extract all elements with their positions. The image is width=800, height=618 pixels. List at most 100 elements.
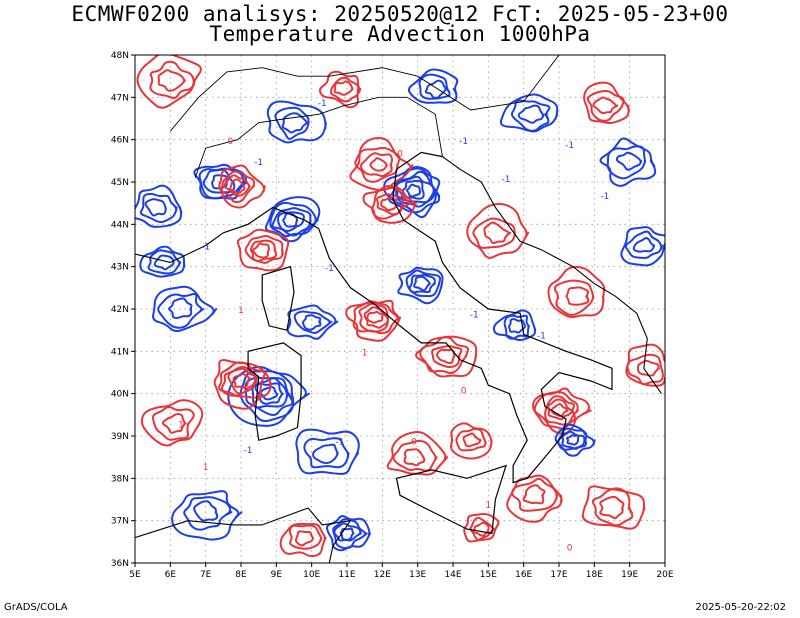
cold-advection-contour (615, 151, 643, 171)
warm-advection-contour (140, 399, 204, 447)
lon-tick-label: 11E (338, 570, 355, 580)
lat-tick-label: 45N (111, 178, 129, 188)
lat-tick-label: 38N (111, 474, 129, 484)
lon-tick-label: 13E (409, 570, 426, 580)
cold-advection-contour (271, 207, 312, 237)
contour-value-label: 1 (178, 421, 184, 431)
warm-advection-contour (472, 217, 516, 249)
warm-advection-contour (449, 422, 493, 460)
cold-advection-contour (147, 249, 182, 275)
cold-advection-contour (264, 196, 321, 243)
warm-advection-contour (431, 345, 463, 369)
contour-value-label: -1 (318, 99, 327, 109)
warm-advection-contour (547, 265, 606, 319)
longitude-axis: 5E 6E 7E 8E 9E 10E 11E 12E 13E 14E 15E 16E 17E 18E 19E… (129, 563, 674, 580)
contour-value-label: -1 (537, 332, 546, 342)
lon-tick-label: 9E (271, 570, 283, 580)
warm-advection-contour (136, 55, 202, 109)
cold-advection-contour (183, 496, 233, 531)
cold-advection-contour (499, 93, 559, 133)
lon-tick-label: 19E (621, 570, 638, 580)
warm-advection-contour (249, 239, 277, 262)
cold-advection-contour (405, 269, 442, 298)
cold-advection-contour (266, 100, 327, 144)
warm-advection-contour (583, 81, 630, 124)
warm-advection-contour (279, 522, 327, 558)
cold-advection-contour (326, 515, 371, 552)
cold-advection-contour (424, 79, 448, 99)
lat-tick-label: 44N (111, 220, 129, 230)
warm-advection-contour (533, 391, 579, 430)
warm-advection-contour (469, 516, 496, 541)
software-credit: GrADS/COLA (4, 602, 68, 613)
warm-advection-contour (151, 406, 195, 441)
contour-value-label: 0 (461, 387, 467, 397)
contour-value-label: -1 (600, 192, 609, 202)
lat-tick-label: 48N (111, 51, 129, 61)
coastline (395, 464, 507, 535)
contour-value-label: -1 (396, 192, 405, 202)
contour-value-label: 0 (411, 437, 417, 447)
lon-tick-label: 17E (550, 570, 567, 580)
cold-advection-contour (408, 274, 436, 294)
cold-advection-contour (193, 163, 248, 200)
warm-advection-contour (358, 302, 390, 333)
warm-advection-contour (366, 310, 384, 324)
cold-advection-contour (412, 275, 431, 292)
cold-advection-contour (599, 137, 657, 187)
contour-value-label: 1 (203, 463, 209, 473)
warm-advection-contour (483, 221, 512, 245)
warm-advection-contour (333, 80, 354, 96)
warm-advection-contour (362, 185, 417, 224)
chart-title-line1: ECMWF0200 analisys: 20250520@12 FcT: 202… (71, 2, 729, 26)
cold-advection-contour (244, 376, 294, 417)
cold-advection-contour (171, 490, 243, 541)
contour-labels: 0 -1 -1 -1 0 -1 -1 -1 -1 -1 -1 -1 -1 -1 -1 1 1 1 1 0 0 1 1 0 (178, 99, 609, 553)
warm-advection-contour (223, 174, 251, 197)
warm-advection-contour (221, 365, 258, 397)
cold-advection-contour (492, 309, 537, 342)
warm-advection-contour (363, 306, 389, 329)
chart-title-line2: Temperature Advection 1000hPa (209, 22, 591, 46)
cold-advection-contour (401, 179, 425, 200)
cold-advection-contour (139, 245, 186, 278)
cold-advection-contour (517, 104, 544, 124)
cold-advection-contour (312, 443, 339, 465)
latitude-axis: 36N 37N 38N 39N 40N 41N 42N 43N 44N 45N 46N 47N 48N (111, 51, 135, 569)
lat-tick-label: 37N (111, 517, 129, 527)
coastline (223, 151, 613, 484)
warm-advection-contour (522, 484, 546, 505)
warm-advection-contour (386, 431, 449, 476)
lat-tick-label: 41N (111, 347, 129, 357)
lon-tick-label: 5E (129, 570, 141, 580)
contour-value-label: 1 (362, 349, 368, 359)
warm-advection-contour (149, 60, 196, 99)
warm-advection-contour (251, 242, 270, 259)
contour-value-label: -1 (254, 158, 263, 168)
contour-value-label: 0 (397, 150, 403, 160)
lon-tick-label: 7E (200, 570, 212, 580)
cold-advection-contour (135, 184, 183, 228)
cold-advection-contour (157, 293, 205, 329)
coastline (247, 342, 302, 441)
lat-tick-label: 42N (111, 305, 129, 315)
cold-advection-contour (293, 310, 333, 334)
warm-advection-contour (403, 448, 426, 467)
warm-advection-contour (213, 359, 272, 410)
warm-advection-contour (466, 202, 530, 259)
warm-advection-contour (360, 152, 393, 178)
contour-value-label: -1 (565, 141, 574, 151)
cold-advection-contour (227, 365, 310, 427)
cold-advection-contour (168, 297, 193, 319)
warm-advection-contour (294, 530, 314, 547)
cold-advection-contour (274, 106, 310, 140)
contour-value-label: -1 (201, 243, 210, 253)
cold-advection-contour (239, 370, 295, 423)
contour-value-label: -1 (470, 310, 479, 320)
contour-value-label: 1 (238, 306, 244, 316)
contour-value-label: -1 (335, 437, 344, 447)
warm-advection-contour (506, 474, 563, 523)
warm-advection-contour (637, 359, 660, 377)
cold-advection-contour (144, 198, 167, 217)
